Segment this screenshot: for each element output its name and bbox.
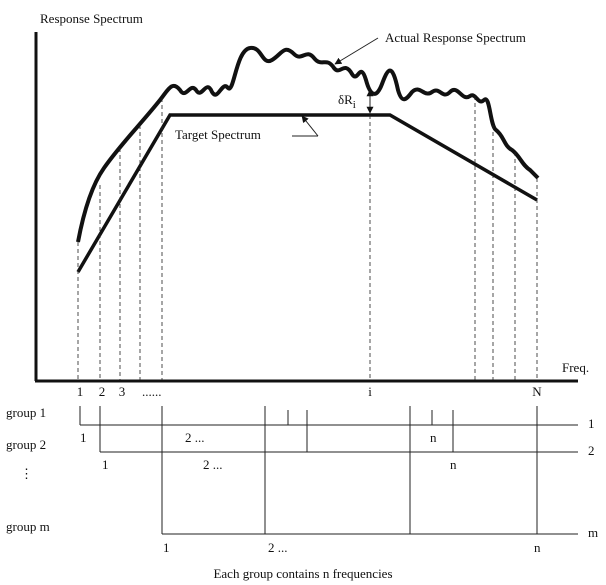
- delta-label: δRi: [338, 92, 356, 111]
- caption: Each group contains n frequencies: [213, 566, 392, 581]
- tick-label: N: [532, 384, 542, 399]
- group-name: group 2: [6, 437, 46, 452]
- tick-label: i: [368, 384, 372, 399]
- group-name: group 1: [6, 405, 46, 420]
- member: 2 ...: [203, 457, 223, 472]
- group-name: group m: [6, 519, 50, 534]
- member: 2 ...: [268, 540, 288, 555]
- x-label: Freq.: [562, 360, 589, 375]
- title: Response Spectrum: [40, 11, 143, 26]
- group-end: 1: [588, 416, 595, 431]
- member: 1: [102, 457, 109, 472]
- member: 2 ...: [185, 430, 205, 445]
- group-end: m: [588, 525, 598, 540]
- tick-label: 2: [99, 384, 106, 399]
- tick-label: 3: [119, 384, 126, 399]
- target-arrow: [301, 115, 319, 137]
- tick-label: 1: [77, 384, 84, 399]
- member: n: [534, 540, 541, 555]
- tick-label: ......: [142, 384, 162, 399]
- groups: [79, 406, 578, 535]
- actual-spectrum: [76, 45, 540, 243]
- member: 1: [80, 430, 87, 445]
- actual-label: Actual Response Spectrum: [385, 30, 526, 45]
- target-spectrum: [76, 113, 538, 273]
- group-end: 2: [588, 443, 595, 458]
- member: 1: [163, 540, 170, 555]
- target-label: Target Spectrum: [175, 127, 261, 142]
- member: n: [430, 430, 437, 445]
- projections: [77, 96, 538, 380]
- group-ellipsis: ⋮: [20, 466, 33, 481]
- member: n: [450, 457, 457, 472]
- actual-arrow: [334, 37, 379, 65]
